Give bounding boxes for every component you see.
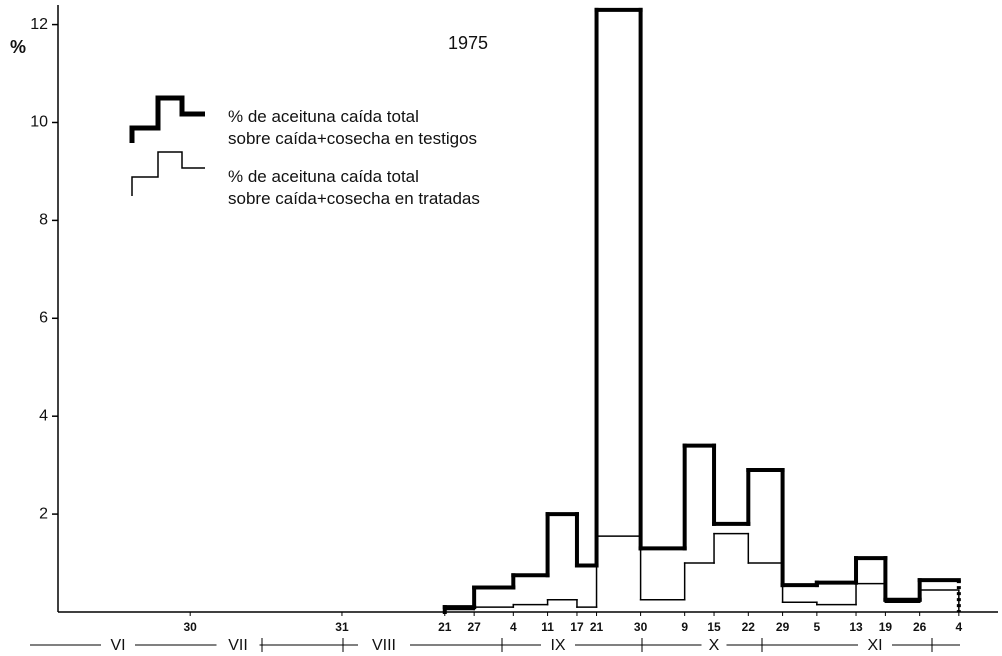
- month-label-bg: [216, 636, 260, 654]
- month-label-bg: [101, 636, 135, 654]
- y-tick-label: 6: [39, 310, 48, 327]
- month-label: XI: [867, 637, 882, 654]
- legend-label: % de aceituna caída total sobre caída+co…: [228, 167, 480, 208]
- legend-swatch: [131, 151, 205, 196]
- x-tick-label: 21: [438, 620, 452, 634]
- x-tick-label: 30: [634, 620, 648, 634]
- month-label-bg: [541, 636, 575, 654]
- x-tick-label: 29: [776, 620, 790, 634]
- x-tick-label: 13: [849, 620, 863, 634]
- x-tick-label: 27: [467, 620, 481, 634]
- month-label: VIII: [372, 637, 396, 654]
- y-tick-label: 12: [30, 16, 48, 33]
- legend-swatch: [129, 95, 205, 143]
- x-tick-label: 4: [955, 620, 962, 634]
- x-tick-label: 31: [335, 620, 349, 634]
- x-tick-label: 22: [742, 620, 756, 634]
- month-label: VI: [110, 637, 125, 654]
- y-tick-label: 8: [39, 212, 48, 229]
- month-label: X: [709, 637, 720, 654]
- x-tick-label: 30: [184, 620, 198, 634]
- x-tick-label: 9: [681, 620, 688, 634]
- x-tick-label: 19: [879, 620, 893, 634]
- month-label-bg: [358, 636, 410, 654]
- month-label-bg: [701, 636, 727, 654]
- x-tick-label: 17: [570, 620, 584, 634]
- y-axis-label: %: [10, 37, 26, 57]
- x-tick-label: 4: [510, 620, 517, 634]
- month-label: VII: [228, 637, 248, 654]
- x-tick-label: 5: [814, 620, 821, 634]
- legend-label: % de aceituna caída total sobre caída+co…: [228, 107, 478, 148]
- chart-title: 1975: [448, 33, 488, 53]
- y-tick-label: 2: [39, 505, 48, 522]
- y-tick-label: 4: [39, 407, 48, 424]
- x-tick-label: 11: [541, 620, 554, 634]
- month-label: IX: [550, 637, 565, 654]
- month-label-bg: [858, 636, 892, 654]
- y-tick-label: 10: [30, 114, 48, 131]
- x-tick-label: 21: [590, 620, 604, 634]
- x-tick-label: 15: [707, 620, 721, 634]
- x-tick-label: 26: [913, 620, 927, 634]
